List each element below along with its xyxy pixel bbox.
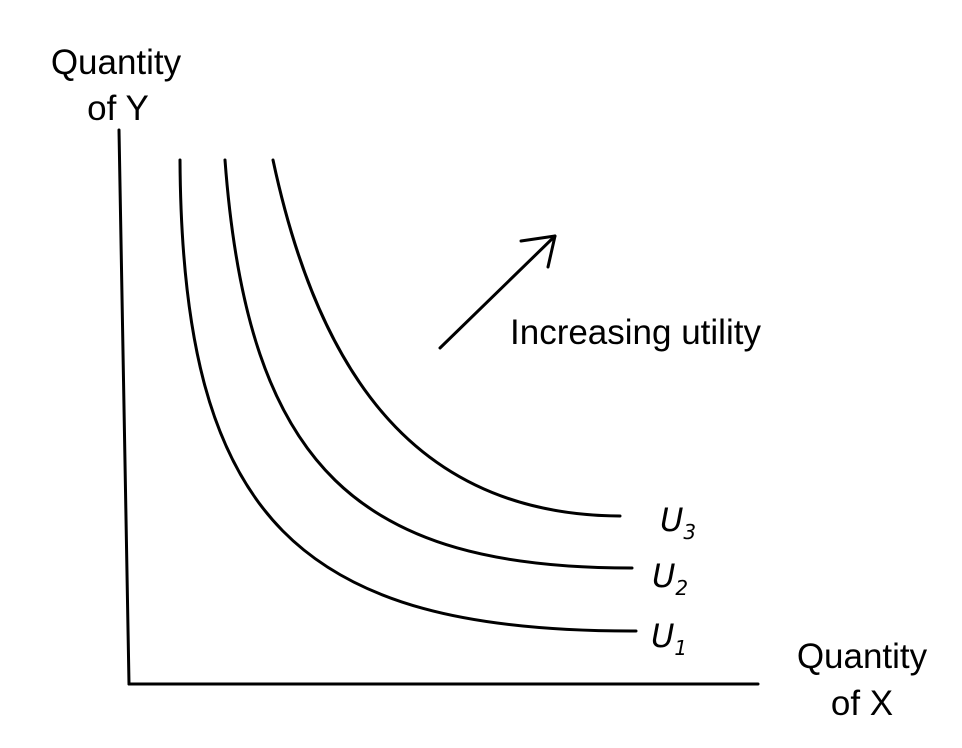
curve-label-u3-letter: U — [660, 501, 683, 539]
indifference-curve-u2 — [223, 158, 634, 570]
curve-label-u2: U2 — [652, 557, 688, 600]
curve-label-u2-subscript: 2 — [675, 576, 688, 600]
y-axis-line — [117, 128, 131, 686]
y-axis-label-line-2: of Y — [87, 89, 149, 128]
curve-label-u1-subscript: 1 — [674, 636, 687, 660]
arrow-head — [519, 234, 557, 269]
curve-label-u1-letter: U — [651, 617, 674, 655]
curve-label-u2-letter: U — [652, 557, 675, 595]
curve-label-u1: U1 — [651, 617, 687, 660]
curve-label-u3-subscript: 3 — [683, 520, 696, 544]
y-axis-label-line-1: Quantity — [51, 43, 182, 82]
x-axis-label-line-1: Quantity — [797, 637, 928, 676]
curve-label-u3: U3 — [660, 501, 696, 544]
x-axis-label-line-2: of X — [831, 684, 893, 723]
arrow-shaft — [438, 234, 557, 350]
indifference-curve-u3 — [271, 158, 622, 518]
increasing-utility-label: Increasing utility — [510, 313, 761, 352]
increasing-utility-arrow-icon — [438, 234, 557, 350]
indifference-curve-u1 — [178, 158, 638, 633]
